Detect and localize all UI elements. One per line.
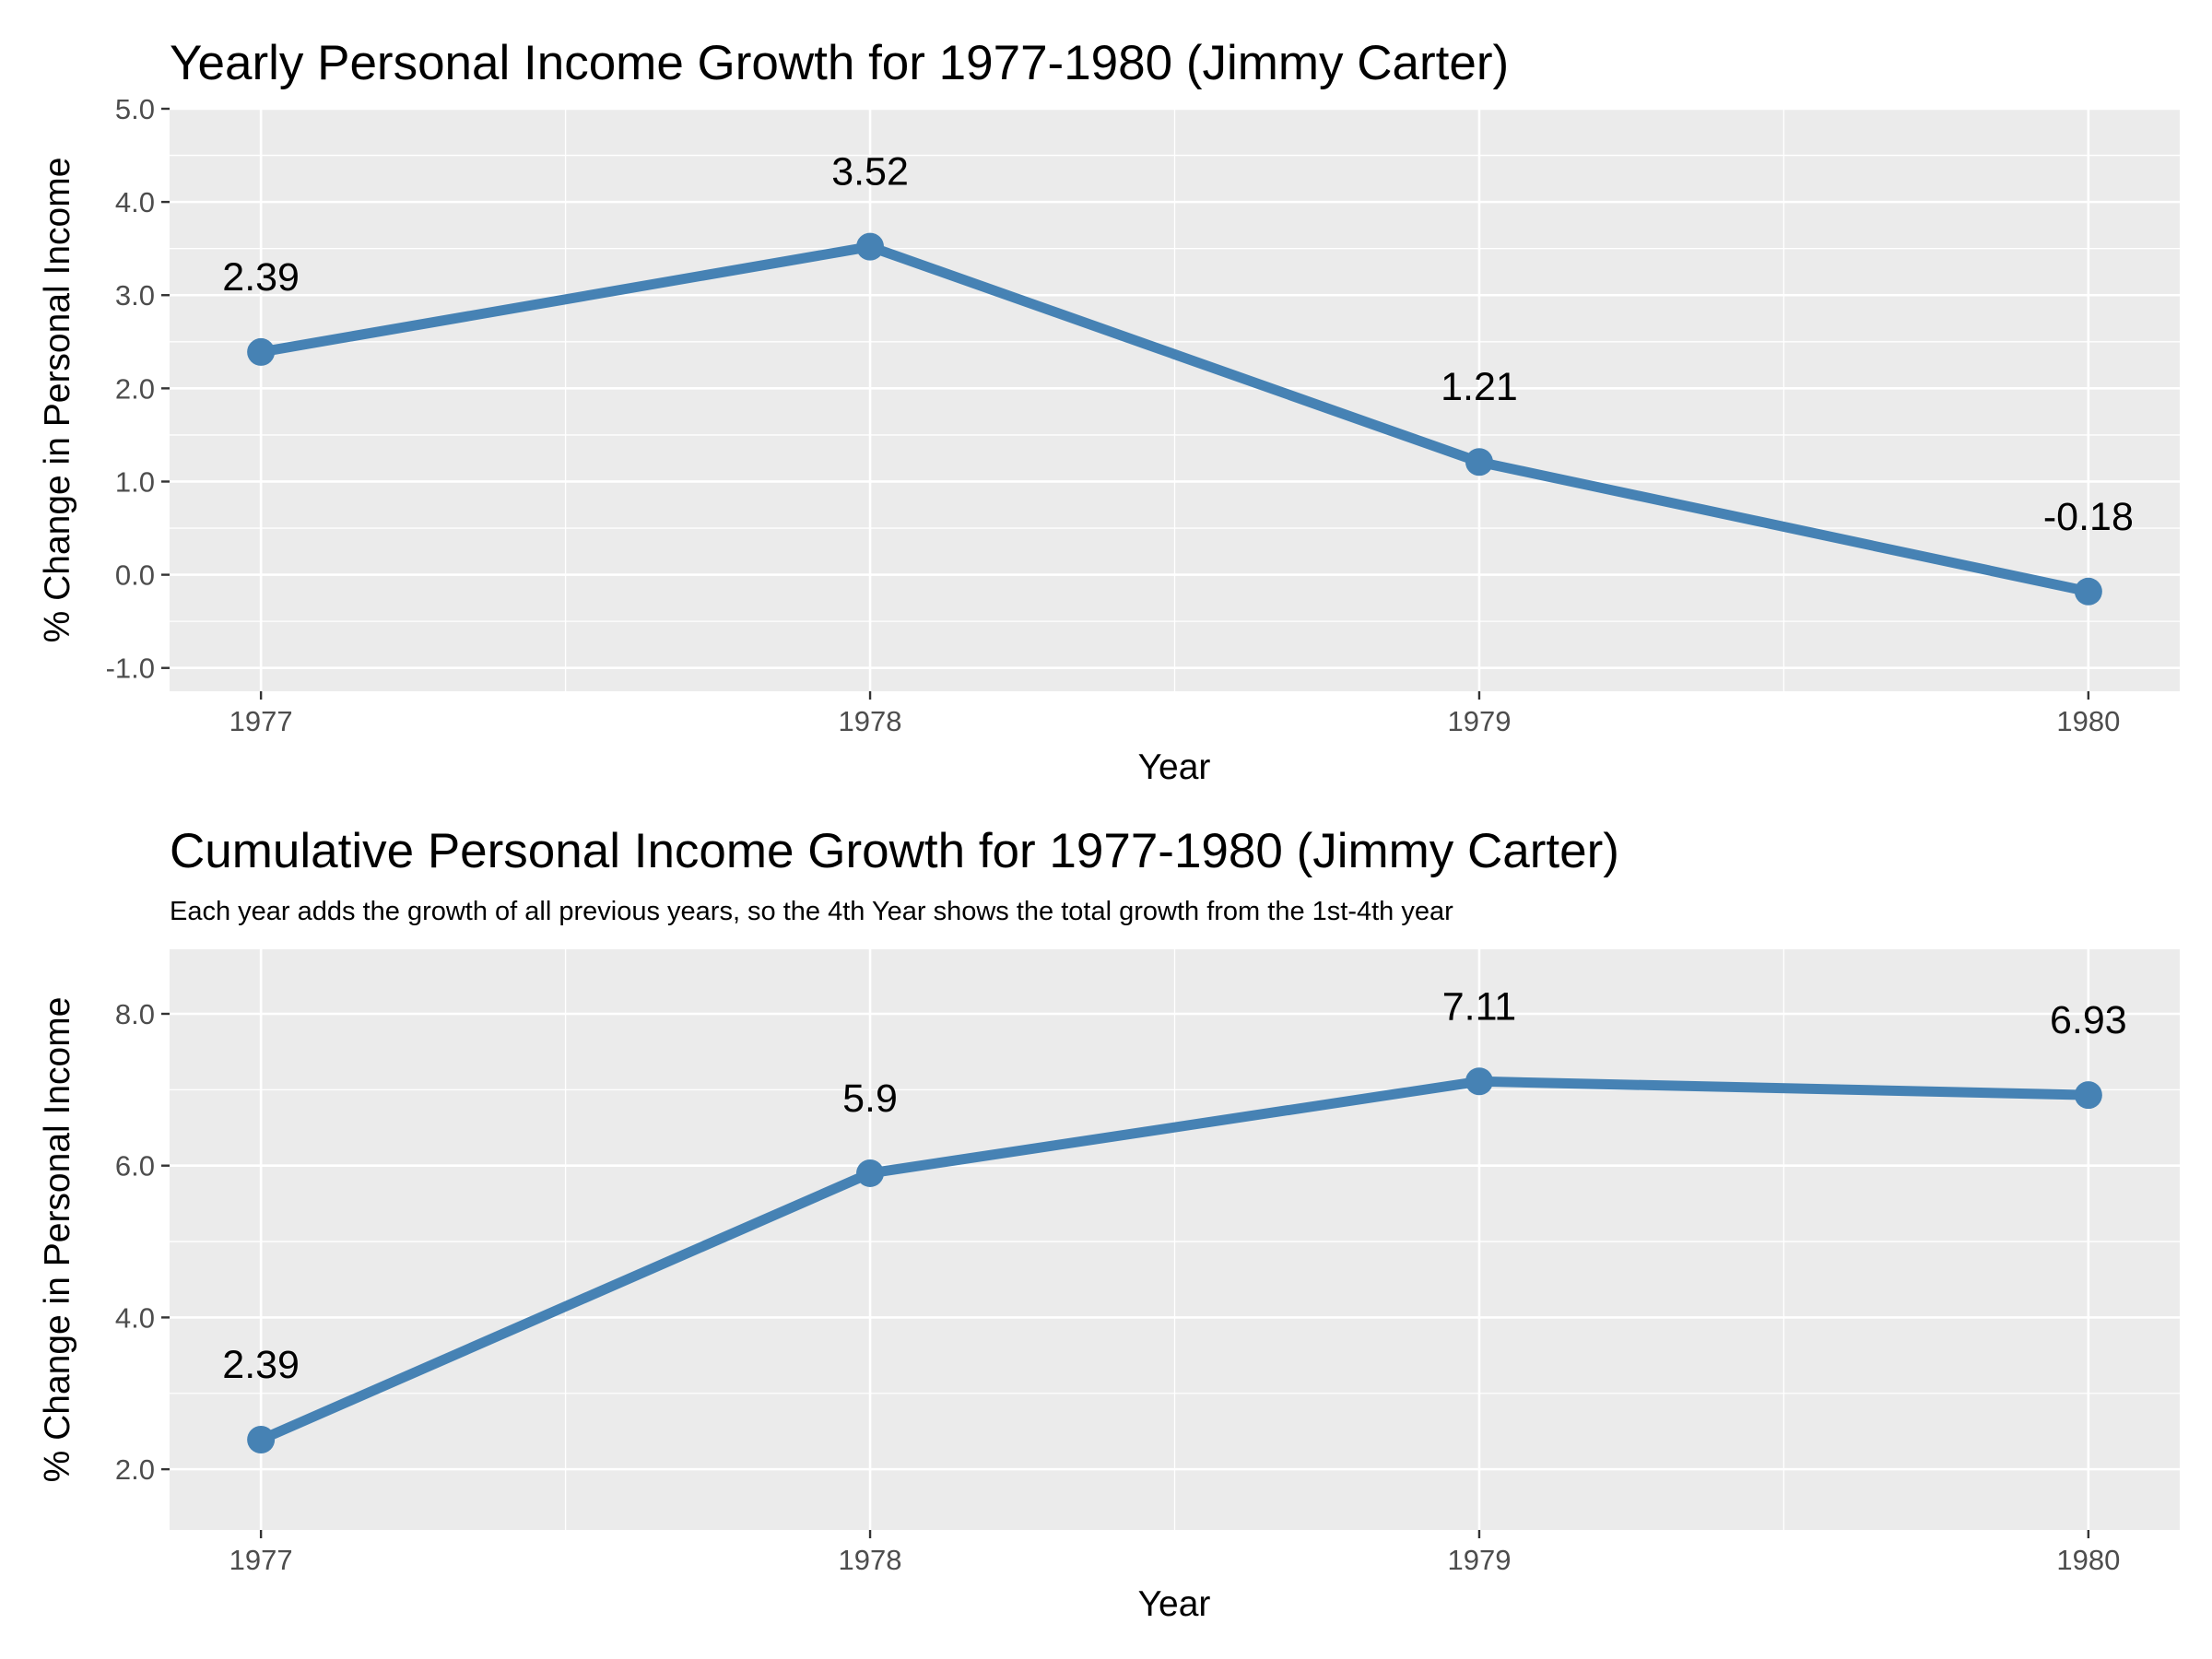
data-label: 2.39 (222, 1343, 300, 1387)
data-label: 3.52 (831, 150, 909, 194)
chart-subtitle: Each year adds the growth of all previou… (170, 897, 1453, 926)
y-tick-label: 4.0 (115, 1301, 155, 1334)
yearly-growth-chart: Yearly Personal Income Growth for 1977-1… (38, 36, 2180, 787)
data-point (1465, 1067, 1493, 1096)
data-point (1465, 448, 1493, 477)
series-line (255, 1076, 2094, 1445)
grid-lines (170, 949, 2180, 1530)
y-tick-label: 4.0 (115, 186, 155, 218)
data-point (856, 232, 885, 261)
x-tick-label: 1977 (229, 1544, 293, 1576)
data-label: -0.18 (2043, 495, 2134, 539)
y-axis-ticks: 2.0 4.0 6.0 8.0 (115, 998, 170, 1486)
x-axis-ticks: 1977 1978 1979 1980 (229, 1530, 2120, 1576)
data-label: 6.93 (2050, 998, 2127, 1042)
x-tick-label: 1979 (1447, 705, 1511, 737)
data-point (247, 337, 276, 366)
chart-title: Yearly Personal Income Growth for 1977-1… (170, 36, 1509, 90)
chart-title: Cumulative Personal Income Growth for 19… (170, 824, 1619, 878)
data-label: 2.39 (222, 255, 300, 300)
x-tick-label: 1980 (2056, 1544, 2120, 1576)
x-axis-ticks: 1977 1978 1979 1980 (229, 691, 2120, 737)
y-axis-title: % Change in Personal Income (38, 997, 77, 1483)
y-tick-label: -1.0 (106, 653, 155, 685)
y-axis-title: % Change in Personal Income (38, 158, 77, 643)
data-point (247, 1426, 276, 1453)
y-tick-label: 3.0 (115, 279, 155, 312)
x-axis-title: Year (1138, 747, 1211, 787)
data-label: 5.9 (842, 1077, 898, 1121)
data-point (2074, 1081, 2102, 1110)
series-line (255, 241, 2094, 597)
data-point (2074, 577, 2102, 606)
y-tick-label: 1.0 (115, 465, 155, 498)
cumulative-growth-chart: Cumulative Personal Income Growth for 19… (38, 824, 2180, 1624)
y-axis-ticks: -1.0 0.0 1.0 2.0 3.0 4.0 5.0 (106, 93, 170, 685)
y-tick-label: 2.0 (115, 372, 155, 405)
data-series: 2.39 3.52 1.21 -0.18 (222, 150, 2134, 606)
y-tick-label: 6.0 (115, 1150, 155, 1182)
data-label: 7.11 (1442, 984, 1517, 1029)
y-tick-label: 5.0 (115, 93, 155, 125)
data-series: 2.39 5.9 7.11 6.93 (222, 984, 2127, 1453)
x-axis-title: Year (1138, 1584, 1211, 1624)
y-tick-label: 0.0 (115, 559, 155, 592)
x-tick-label: 1979 (1447, 1544, 1511, 1576)
x-tick-label: 1977 (229, 705, 293, 737)
y-tick-label: 2.0 (115, 1453, 155, 1486)
x-tick-label: 1978 (839, 705, 902, 737)
y-tick-label: 8.0 (115, 998, 155, 1030)
x-tick-label: 1978 (839, 1544, 902, 1576)
data-point (856, 1159, 885, 1187)
x-tick-label: 1980 (2056, 705, 2120, 737)
data-label: 1.21 (1441, 365, 1518, 409)
